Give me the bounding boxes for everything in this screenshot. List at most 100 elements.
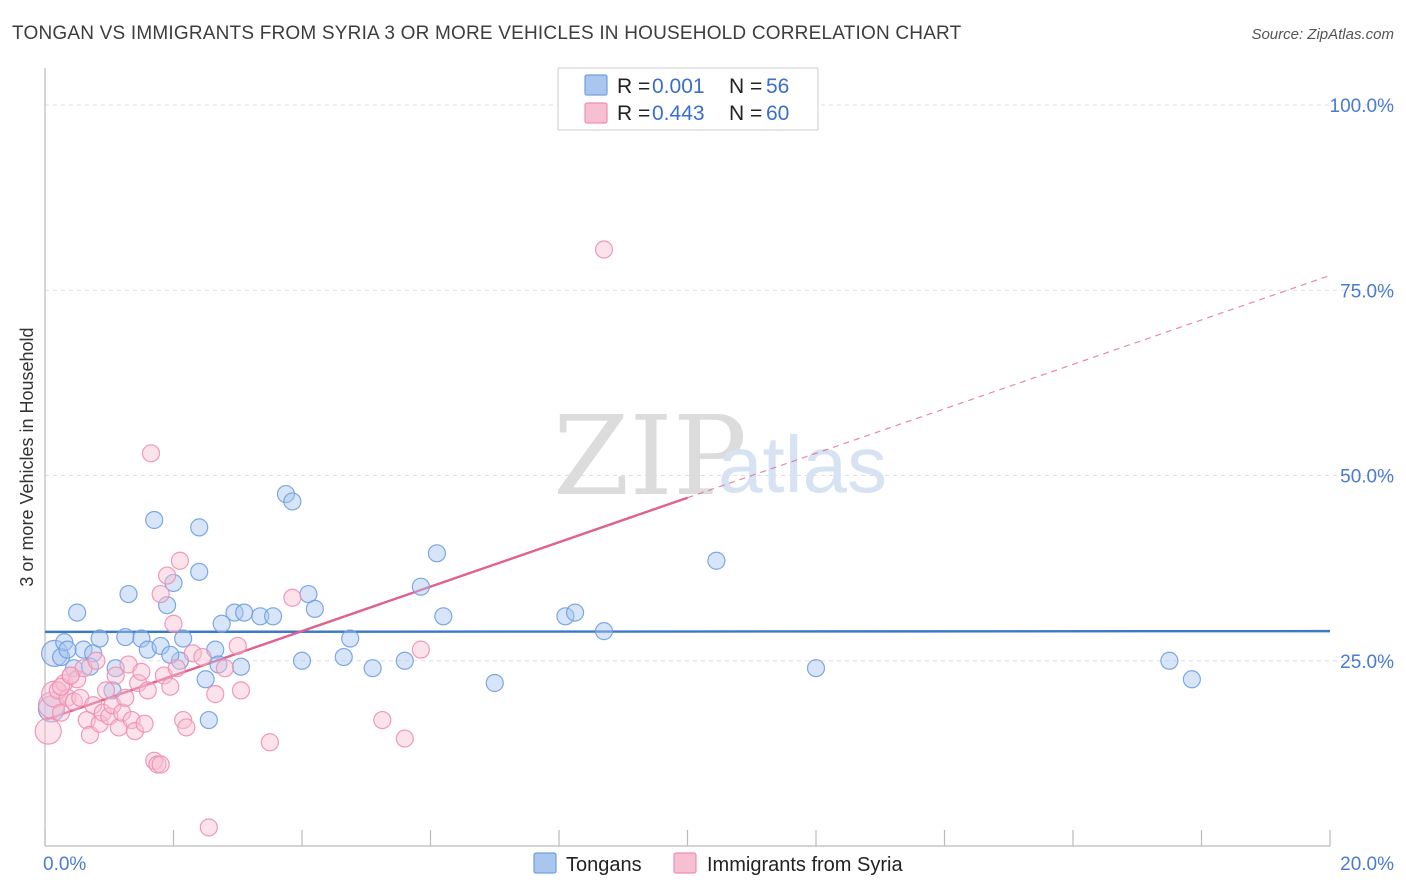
point-syria-59 — [61, 666, 80, 685]
point-syria-46 — [199, 818, 218, 837]
point-tongans-11 — [119, 584, 138, 604]
point-tongans-5 — [68, 603, 87, 622]
trend-line-0 — [44, 629, 1331, 634]
point-tongans-28 — [235, 603, 254, 622]
legend-n-label-1: N = — [729, 75, 762, 98]
point-tongans-16 — [157, 596, 177, 615]
point-syria-58 — [151, 755, 170, 774]
point-syria-52 — [283, 588, 302, 607]
point-tongans-17 — [164, 573, 183, 593]
gridlines — [45, 104, 1392, 662]
bottom-legend: Tongans Immigrants from Syria — [533, 852, 903, 876]
point-tongans-19 — [174, 629, 193, 648]
point-tongans-36 — [334, 647, 353, 667]
point-tongans-45 — [565, 603, 585, 622]
point-tongans-51 — [58, 640, 77, 659]
bottom-legend-swatch-tongans — [533, 852, 557, 874]
legend-r-label-1: R = — [617, 75, 650, 98]
point-syria-38 — [161, 677, 180, 696]
point-syria-47 — [206, 685, 225, 704]
y-tick-labels: 25.0% 50.0% 75.0% 100.0% — [1330, 96, 1395, 673]
point-syria-31 — [138, 681, 157, 700]
legend-n-value-1: 56 — [766, 75, 789, 98]
y-tick-label-2: 75.0% — [1340, 281, 1394, 302]
point-tongans-38 — [363, 659, 382, 678]
point-tongans-6 — [74, 640, 93, 659]
point-syria-48 — [215, 659, 234, 678]
point-tongans-50 — [1182, 670, 1201, 689]
point-syria-30 — [135, 714, 154, 733]
data-points — [34, 240, 1201, 837]
point-syria-53 — [373, 710, 392, 730]
point-tongans-22 — [196, 670, 215, 689]
point-tongans-40 — [411, 577, 430, 596]
point-tongans-27 — [225, 603, 244, 622]
bottom-legend-label-tongans: Tongans — [566, 854, 642, 876]
point-syria-0 — [34, 717, 62, 745]
legend-n-label-2: N = — [729, 102, 762, 125]
point-syria-24 — [116, 688, 135, 707]
point-syria-14 — [84, 696, 103, 715]
x-ticks — [44, 830, 1331, 846]
point-tongans-43 — [485, 673, 504, 693]
point-tongans-21 — [190, 562, 209, 581]
bottom-legend-label-syria: Immigrants from Syria — [707, 854, 903, 876]
point-syria-40 — [167, 659, 186, 678]
point-syria-41 — [170, 551, 190, 570]
point-syria-49 — [228, 636, 247, 656]
point-syria-54 — [395, 729, 414, 748]
point-tongans-1 — [41, 639, 69, 667]
point-syria-29 — [132, 662, 151, 681]
point-syria-43 — [177, 718, 196, 737]
y-tick-label-3: 100.0% — [1330, 96, 1395, 117]
legend-swatch-syria — [584, 102, 608, 124]
point-tongans-41 — [427, 544, 447, 563]
y-tick-label-1: 50.0% — [1340, 467, 1394, 488]
point-syria-16 — [90, 714, 109, 733]
point-tongans-48 — [806, 659, 826, 678]
point-tongans-35 — [305, 599, 324, 618]
point-tongans-31 — [276, 484, 296, 504]
point-tongans-23 — [199, 710, 218, 730]
y-axis-label: 3 or more Vehicles in Household — [17, 327, 37, 586]
legend-n-value-2: 60 — [766, 102, 789, 125]
point-syria-27 — [125, 722, 145, 741]
point-syria-32 — [141, 444, 161, 463]
point-syria-50 — [231, 681, 251, 700]
point-tongans-26 — [212, 614, 231, 633]
point-tongans-32 — [283, 492, 302, 511]
point-tongans-33 — [292, 651, 312, 670]
point-syria-35 — [151, 584, 170, 604]
chart-source: Source: ZipAtlas.com — [1251, 26, 1394, 43]
legend-r-label-2: R = — [617, 102, 650, 125]
chart-title: TONGAN VS IMMIGRANTS FROM SYRIA 3 OR MOR… — [12, 23, 962, 44]
legend-box: R = 0.001 N = 56 R = 0.443 N = 60 — [557, 67, 819, 131]
legend-r-value-1: 0.001 — [652, 75, 705, 98]
point-tongans-14 — [145, 510, 164, 530]
point-tongans-8 — [90, 629, 109, 648]
watermark-atlas: atlas — [718, 420, 887, 509]
point-syria-21 — [106, 666, 125, 685]
point-tongans-55 — [231, 657, 251, 676]
point-syria-23 — [112, 703, 132, 722]
legend-r-value-2: 0.443 — [652, 102, 705, 125]
point-syria-28 — [129, 673, 148, 693]
point-tongans-49 — [1160, 651, 1179, 670]
point-syria-15 — [87, 651, 106, 670]
bottom-legend-swatch-syria — [673, 852, 697, 874]
point-tongans-29 — [251, 607, 270, 626]
point-tongans-30 — [263, 607, 283, 626]
watermark-zip: ZIP — [553, 392, 747, 520]
point-syria-55 — [411, 640, 430, 659]
point-syria-56 — [594, 240, 614, 259]
point-tongans-46 — [594, 622, 614, 641]
point-syria-51 — [260, 733, 279, 752]
x-tick-label-min: 0.0% — [43, 854, 86, 875]
legend-swatch-tongans — [584, 74, 608, 96]
x-tick-label-max: 20.0% — [1340, 854, 1394, 875]
point-tongans-47 — [707, 551, 726, 570]
point-tongans-37 — [341, 629, 360, 648]
point-syria-44 — [183, 644, 202, 663]
point-tongans-42 — [434, 607, 453, 626]
